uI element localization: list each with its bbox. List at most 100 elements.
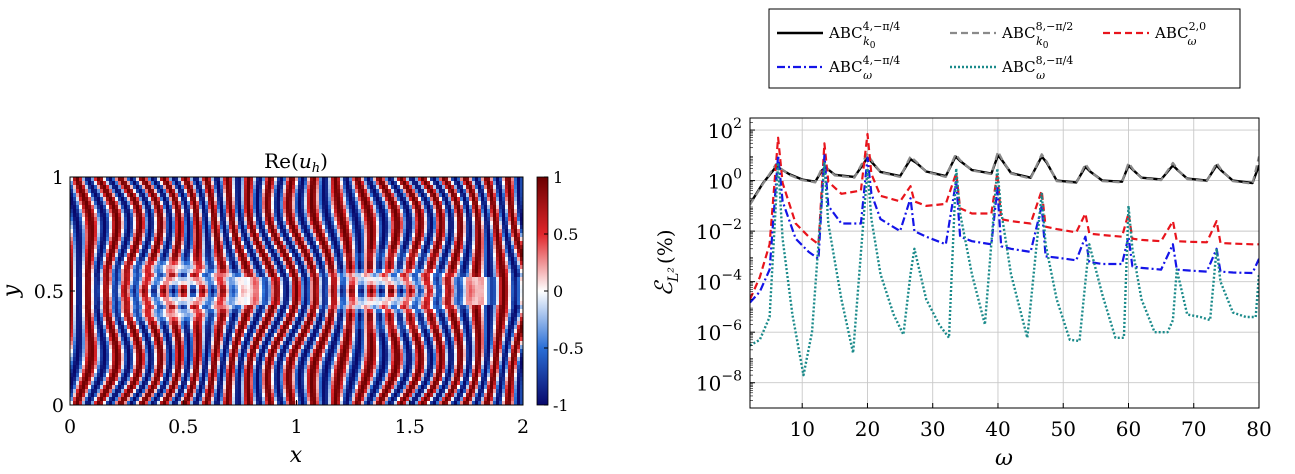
- heatmap-cell: [190, 333, 194, 338]
- heatmap-cell: [163, 401, 167, 406]
- heatmap-cell: [331, 297, 335, 302]
- heatmap-cell: [196, 305, 200, 310]
- heatmap-cell: [271, 401, 275, 406]
- heatmap-cell: [280, 369, 284, 374]
- heatmap-cell: [316, 205, 320, 210]
- heatmap-cell: [235, 289, 239, 294]
- heatmap-cell: [91, 377, 95, 382]
- heatmap-cell: [232, 305, 236, 310]
- heatmap-cell: [127, 345, 131, 350]
- heatmap-cell: [163, 265, 167, 270]
- heatmap-cell: [235, 225, 239, 230]
- heatmap-cell: [298, 265, 302, 270]
- heatmap-cell: [184, 397, 188, 402]
- heatmap-cell: [187, 189, 191, 194]
- heatmap-cell: [88, 193, 92, 198]
- heatmap-cell: [115, 329, 119, 334]
- heatmap-cell: [259, 241, 263, 246]
- heatmap-cell: [265, 301, 269, 306]
- heatmap-cell: [268, 237, 272, 242]
- heatmap-cell: [175, 249, 179, 254]
- heatmap-cell: [298, 281, 302, 286]
- heatmap-cell: [265, 365, 269, 370]
- heatmap-cell: [304, 273, 308, 278]
- heatmap-cell: [319, 377, 323, 382]
- heatmap-cell: [241, 329, 245, 334]
- heatmap-cell: [241, 293, 245, 298]
- heatmap-cell: [283, 281, 287, 286]
- heatmap-cell: [244, 309, 248, 314]
- heatmap-cell: [133, 225, 137, 230]
- heatmap-cell: [166, 233, 170, 238]
- heatmap-cell: [133, 293, 137, 298]
- heatmap-cell: [307, 401, 311, 406]
- heatmap-cell: [247, 381, 251, 386]
- heatmap-cell: [79, 289, 83, 294]
- heatmap-cell: [298, 241, 302, 246]
- heatmap-cell: [142, 333, 146, 338]
- heatmap-cell: [208, 181, 212, 186]
- heatmap-cell: [286, 213, 290, 218]
- heatmap-cell: [130, 201, 134, 206]
- heatmap-cell: [76, 361, 80, 366]
- heatmap-cell: [145, 297, 149, 302]
- heatmap-cell: [289, 345, 293, 350]
- heatmap-cell: [223, 177, 227, 182]
- heatmap-cell: [277, 177, 281, 182]
- heatmap-cell: [178, 349, 182, 354]
- heatmap-cell: [223, 325, 227, 330]
- heatmap-cell: [97, 397, 101, 402]
- heatmap-cell: [235, 397, 239, 402]
- heatmap-cell: [88, 297, 92, 302]
- heatmap-cell: [190, 209, 194, 214]
- heatmap-cell: [127, 361, 131, 366]
- heatmap-cell: [97, 361, 101, 366]
- heatmap-cell: [130, 281, 134, 286]
- heatmap-cell: [301, 373, 305, 378]
- heatmap-cell: [121, 185, 125, 190]
- heatmap-cell: [232, 213, 236, 218]
- heatmap-cell: [73, 365, 77, 370]
- heatmap-cell: [319, 373, 323, 378]
- heatmap-cell: [79, 257, 83, 262]
- heatmap-cell: [187, 325, 191, 330]
- heatmap-cell: [208, 377, 212, 382]
- heatmap-cell: [94, 329, 98, 334]
- heatmap-cell: [253, 217, 257, 222]
- heatmap-cell: [190, 373, 194, 378]
- heatmap-cell: [85, 177, 89, 182]
- heatmap-cell: [187, 341, 191, 346]
- heatmap-cell: [226, 297, 230, 302]
- heatmap-cell: [106, 277, 110, 282]
- heatmap-cell: [124, 185, 128, 190]
- heatmap-cell: [172, 397, 176, 402]
- heatmap-cell: [136, 357, 140, 362]
- heatmap-cell: [88, 265, 92, 270]
- heatmap-cell: [184, 273, 188, 278]
- heatmap-cell: [280, 273, 284, 278]
- heatmap-cell: [256, 305, 260, 310]
- heatmap-cell: [298, 329, 302, 334]
- heatmap-cell: [199, 225, 203, 230]
- heatmap-cell: [229, 341, 233, 346]
- heatmap-cell: [193, 245, 197, 250]
- heatmap-cell: [208, 381, 212, 386]
- heatmap-cell: [289, 269, 293, 274]
- heatmap-cell: [139, 393, 143, 398]
- heatmap-cell: [286, 317, 290, 322]
- heatmap-cell: [262, 289, 266, 294]
- heatmap-cell: [118, 293, 122, 298]
- heatmap-cell: [136, 181, 140, 186]
- heatmap-cell: [124, 213, 128, 218]
- heatmap-cell: [91, 329, 95, 334]
- heatmap-cell: [196, 273, 200, 278]
- heatmap-cell: [175, 357, 179, 362]
- heatmap-cell: [163, 337, 167, 342]
- heatmap-cell: [193, 341, 197, 346]
- heatmap-cell: [136, 261, 140, 266]
- heatmap-cell: [253, 321, 257, 326]
- heatmap-cell: [211, 397, 215, 402]
- heatmap-cell: [109, 249, 113, 254]
- heatmap-cell: [292, 353, 296, 358]
- heatmap-cell: [313, 333, 317, 338]
